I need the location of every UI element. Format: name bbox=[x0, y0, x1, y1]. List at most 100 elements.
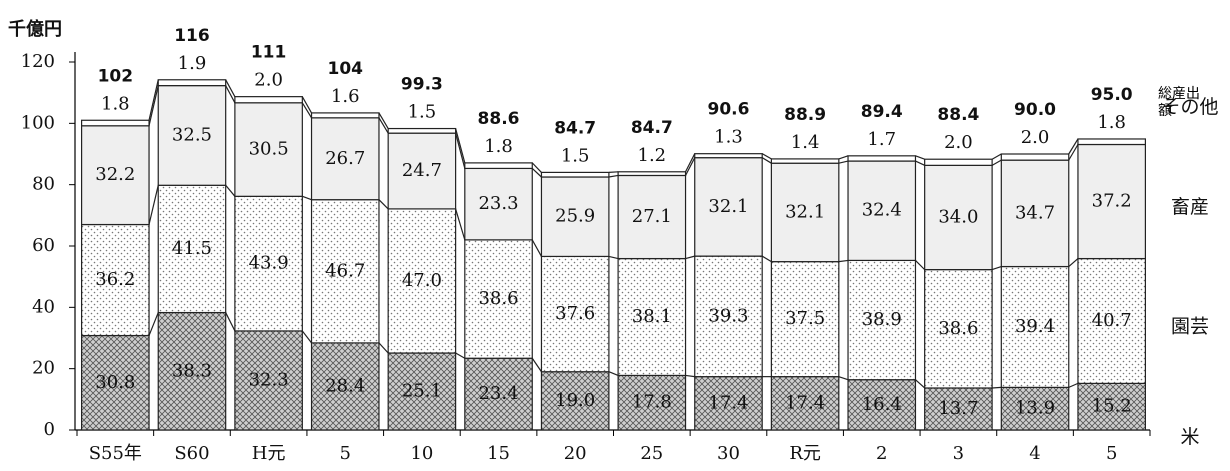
value-label: 1.6 bbox=[331, 86, 360, 107]
connector bbox=[301, 96, 313, 114]
x-tick-label: 15 bbox=[487, 443, 510, 464]
bar-segment bbox=[847, 155, 917, 162]
y-tick-label: 120 bbox=[21, 51, 55, 72]
bar-segment bbox=[694, 153, 763, 159]
series-name: その他 bbox=[1161, 96, 1218, 118]
total-label tot: 116 bbox=[174, 26, 210, 46]
connector bbox=[1068, 138, 1079, 155]
connector bbox=[1068, 382, 1079, 388]
connector bbox=[302, 195, 312, 201]
total-label tot: 88.4 bbox=[937, 105, 979, 125]
value-label: 32.4 bbox=[862, 200, 902, 221]
connector bbox=[991, 159, 1002, 166]
value-label: 27.1 bbox=[632, 206, 672, 227]
connector bbox=[685, 255, 695, 260]
value-label: 1.5 bbox=[561, 145, 590, 166]
value-label: 46.7 bbox=[325, 260, 365, 281]
bar-segment bbox=[80, 119, 150, 127]
bar-segment bbox=[1000, 265, 1070, 388]
value-label: 17.8 bbox=[632, 392, 672, 413]
value-label: 32.3 bbox=[249, 369, 289, 390]
bar-segment bbox=[540, 371, 610, 431]
connector bbox=[378, 342, 389, 354]
bar-segment bbox=[387, 208, 457, 354]
value-label: 23.3 bbox=[478, 193, 518, 214]
x-tick-label: H元 bbox=[252, 443, 286, 464]
connector bbox=[455, 128, 466, 164]
x-tick-label: 5 bbox=[340, 443, 351, 464]
value-label: 32.1 bbox=[708, 196, 748, 217]
connector bbox=[455, 208, 466, 241]
connector bbox=[225, 79, 236, 97]
bar-segment bbox=[80, 223, 150, 337]
x-tick-label: 5 bbox=[1106, 443, 1117, 464]
connector bbox=[991, 265, 1002, 271]
value-label: 43.9 bbox=[249, 253, 289, 274]
value-label: 41.5 bbox=[172, 238, 212, 259]
connector bbox=[148, 312, 159, 336]
total-label tot: 89.4 bbox=[861, 102, 903, 122]
bar-segment bbox=[1000, 386, 1070, 431]
connector bbox=[915, 379, 926, 389]
value-label: 24.7 bbox=[402, 160, 442, 181]
bar-segment bbox=[1077, 382, 1147, 431]
total-label tot: 88.6 bbox=[478, 109, 520, 129]
y-tick-label: 40 bbox=[32, 296, 55, 317]
connector bbox=[148, 85, 159, 126]
connector bbox=[531, 357, 542, 373]
y-tick-label: 100 bbox=[21, 112, 55, 133]
series-name: 米 bbox=[1180, 426, 1199, 448]
x-tick-label: 25 bbox=[640, 443, 663, 464]
connector bbox=[1068, 258, 1079, 268]
total-label tot: 90.0 bbox=[1014, 100, 1056, 120]
connector bbox=[378, 112, 389, 129]
connector bbox=[992, 386, 1002, 389]
y-tick-label: 20 bbox=[32, 358, 55, 379]
x-tick-label: 4 bbox=[1029, 443, 1040, 464]
value-label: 17.4 bbox=[785, 392, 825, 413]
connector bbox=[761, 157, 772, 164]
value-label: 1.7 bbox=[867, 129, 896, 150]
series-name: 畜産 bbox=[1171, 196, 1209, 218]
value-label: 1.8 bbox=[1097, 112, 1126, 133]
value-label: 47.0 bbox=[402, 270, 442, 291]
connector bbox=[225, 85, 236, 104]
connector bbox=[531, 162, 542, 173]
total-label tot: 88.9 bbox=[784, 105, 826, 125]
value-label: 25.1 bbox=[402, 381, 442, 402]
value-label: 37.5 bbox=[785, 308, 825, 329]
connector bbox=[761, 153, 772, 160]
value-label: 38.3 bbox=[172, 360, 212, 381]
x-tick-label: 3 bbox=[953, 443, 964, 464]
connector bbox=[225, 184, 236, 197]
bar-segment bbox=[770, 162, 840, 263]
connector bbox=[838, 259, 849, 263]
connector bbox=[608, 255, 619, 260]
bar-segment bbox=[234, 102, 303, 197]
bar-segment bbox=[617, 174, 687, 260]
bar-segment bbox=[464, 357, 533, 431]
bar-segment bbox=[464, 167, 533, 241]
value-label: 40.7 bbox=[1092, 310, 1132, 331]
series-name: 園芸 bbox=[1171, 316, 1209, 338]
bar-segment bbox=[770, 261, 840, 378]
x-tick-label: 10 bbox=[410, 443, 433, 464]
bar-segment bbox=[847, 379, 917, 431]
value-label: 34.7 bbox=[1015, 202, 1055, 223]
bar-segment bbox=[1000, 153, 1070, 161]
total-label tot: 99.3 bbox=[401, 75, 443, 95]
value-label: 17.4 bbox=[708, 392, 748, 413]
total-label tot: 84.7 bbox=[554, 118, 596, 138]
bar-segment bbox=[234, 96, 303, 104]
value-label: 38.6 bbox=[938, 318, 978, 339]
value-label: 39.4 bbox=[1015, 316, 1055, 337]
connector bbox=[915, 155, 925, 160]
connector bbox=[531, 239, 542, 257]
total-label tot: 95.0 bbox=[1091, 85, 1133, 105]
value-label: 1.8 bbox=[101, 93, 130, 114]
bar-segment bbox=[540, 171, 610, 178]
total-label tot: 111 bbox=[251, 43, 287, 63]
connector bbox=[608, 371, 619, 376]
